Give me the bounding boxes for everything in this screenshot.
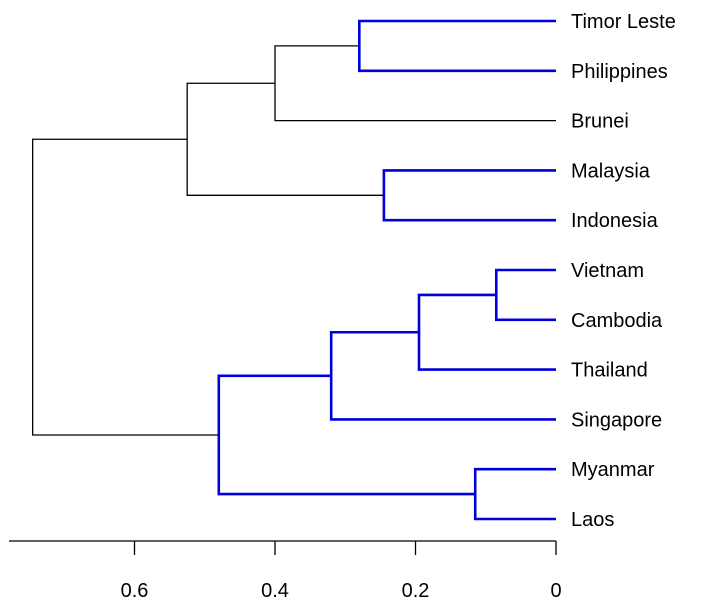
branch-m3: [382, 169, 556, 222]
leaf-label-myanmar: Myanmar: [571, 459, 655, 481]
leaf-label-singapore: Singapore: [571, 409, 662, 431]
x-tick-label: 0.2: [402, 580, 430, 602]
branch-m1: [358, 19, 556, 73]
leaf-label-timor-leste: Timor Leste: [571, 11, 676, 33]
leaf-label-philippines: Philippines: [571, 61, 668, 83]
leaf-label-indonesia: Indonesia: [571, 210, 659, 232]
branch-m5: [494, 268, 556, 322]
x-tick-label: 0.4: [261, 580, 289, 602]
branch-m2: [274, 45, 556, 122]
leaf-label-laos: Laos: [571, 509, 614, 531]
x-axis: 0.6 0.4 0.2 0: [9, 540, 562, 602]
branch-m8: [473, 467, 556, 521]
dendrogram-branches: [31, 19, 556, 521]
leaf-label-vietnam: Vietnam: [571, 260, 644, 282]
branch-m10: [31, 138, 219, 436]
leaf-label-brunei: Brunei: [571, 111, 629, 133]
branch-m7: [329, 330, 556, 421]
leaf-label-thailand: Thailand: [571, 360, 648, 382]
leaf-labels: Timor Leste Philippines Brunei Malaysia Indo…: [571, 11, 676, 531]
branch-m9: [217, 374, 476, 496]
branch-m4: [186, 82, 384, 196]
x-tick-label: 0.6: [121, 580, 149, 602]
leaf-label-cambodia: Cambodia: [571, 310, 663, 332]
branch-m6: [417, 293, 556, 371]
leaf-label-malaysia: Malaysia: [571, 160, 651, 182]
x-tick-label: 0: [550, 580, 561, 602]
